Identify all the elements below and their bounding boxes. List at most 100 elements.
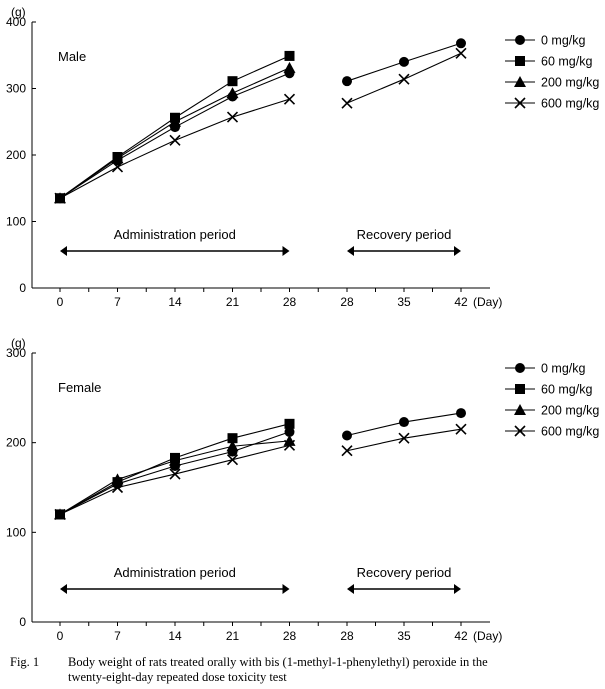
legend-label: 200 mg/kg (541, 404, 599, 418)
caption-line-2: twenty-eight-day repeated dose toxicity … (68, 670, 287, 684)
legend-marker-triangle-icon (514, 404, 526, 415)
legend-marker-circle-icon (515, 363, 525, 373)
legend-item: 0 mg/kg (505, 362, 586, 376)
series-600-mg-kg (54, 47, 467, 204)
legend-label: 200 mg/kg (541, 76, 599, 90)
chart-panel-male: 0 100 200 300 400(g) 0 7 14 21 28 28 35 42 (Day) Male A… (6, 5, 599, 309)
data-point-x (283, 439, 296, 451)
data-point-x (111, 161, 124, 173)
data-point-square (227, 433, 238, 444)
series-line-administration (59, 440, 290, 515)
x-tick-label: 28 (340, 295, 354, 309)
y-tick-label: 0 (19, 615, 26, 629)
legend-label: 60 mg/kg (541, 55, 592, 69)
data-point-circle (284, 426, 295, 437)
legend-marker-triangle-icon (514, 76, 526, 87)
period-label: Administration period (114, 227, 236, 242)
series-line-recovery (346, 428, 462, 452)
period-label: Recovery period (357, 565, 452, 580)
legend-label: 0 mg/kg (541, 362, 586, 376)
x-axis-label: (Day) (473, 629, 502, 643)
x-tick-label: 28 (283, 629, 297, 643)
data-point-x (455, 47, 467, 59)
y-tick-label: 100 (6, 525, 26, 539)
period-arrow (60, 584, 290, 594)
figure-caption: Fig. 1 Body weight of rats treated orally… (10, 655, 600, 685)
legend-marker-square-icon (515, 56, 525, 66)
x-tick-label: 0 (57, 295, 64, 309)
legend-marker-square-icon (515, 384, 525, 394)
data-point-circle (456, 38, 466, 49)
x-tick-label: 42 (454, 295, 468, 309)
legend-item: 0 mg/kg (505, 34, 586, 48)
x-tick-label: 42 (454, 629, 468, 643)
data-point-x (398, 432, 410, 444)
legend-item: 200 mg/kg (505, 404, 599, 418)
data-point-x (455, 423, 467, 435)
legend-label: 600 mg/kg (541, 97, 599, 111)
y-tick-label: 400 (6, 15, 26, 29)
panel-label: Male (58, 49, 86, 64)
x-tick-label: 35 (397, 295, 411, 309)
arrowhead-right-icon (454, 584, 461, 594)
y-unit-label: (g) (11, 336, 26, 350)
caption-line-1: Body weight of rats treated orally with … (68, 655, 488, 669)
x-tick-label: 21 (226, 295, 240, 309)
arrowhead-right-icon (282, 246, 290, 256)
series-200-mg-kg (54, 434, 296, 520)
x-tick-label: 28 (283, 295, 297, 309)
arrowhead-left-icon (60, 584, 67, 594)
y-tick-label: 300 (6, 82, 26, 96)
legend-item: 200 mg/kg (505, 76, 599, 90)
period-label: Recovery period (357, 227, 452, 242)
legend-item: 60 mg/kg (505, 55, 592, 69)
data-point-x (226, 454, 239, 466)
data-point-circle (399, 417, 409, 428)
data-point-circle (342, 430, 352, 441)
legend-marker-circle-icon (515, 35, 525, 45)
series-0-mg-kg (55, 38, 466, 204)
legend-item: 600 mg/kg (505, 97, 599, 111)
x-tick-label: 35 (397, 629, 411, 643)
data-point-triangle (169, 115, 181, 127)
legend-label: 0 mg/kg (541, 34, 586, 48)
data-point-x (54, 192, 66, 204)
legend-marker-x-icon (514, 97, 526, 109)
data-point-x (169, 468, 181, 480)
data-point-x (283, 93, 296, 105)
data-point-x (341, 97, 353, 109)
data-point-triangle (169, 454, 181, 466)
data-point-circle (342, 76, 352, 87)
arrowhead-left-icon (347, 584, 354, 594)
data-point-triangle (111, 152, 124, 164)
y-unit-label: (g) (11, 5, 26, 19)
legend-item: 600 mg/kg (505, 425, 599, 439)
y-tick-label: 300 (6, 346, 26, 360)
figure-label: Fig. 1 (10, 655, 40, 669)
x-axis-label: (Day) (473, 295, 502, 309)
period-arrow (347, 584, 461, 594)
arrowhead-right-icon (282, 584, 290, 594)
data-point-square (284, 418, 295, 429)
chart-panel-female: 0 100 200 300(g) 0 7 14 21 28 28 35 42 (Day) Female Ad… (6, 336, 599, 643)
legend: 0 mg/kg 60 mg/kg 200 mg/kg 600 mg/kg (505, 362, 599, 439)
x-tick-label: 7 (114, 295, 121, 309)
y-tick-label: 200 (6, 436, 26, 450)
x-tick-label: 0 (57, 629, 64, 643)
x-tick-label: 7 (114, 629, 121, 643)
data-point-triangle (283, 61, 296, 73)
data-point-x (398, 73, 410, 85)
data-point-square (284, 50, 295, 61)
legend: 0 mg/kg 60 mg/kg 200 mg/kg 600 mg/kg (505, 34, 599, 111)
data-point-triangle (226, 440, 239, 452)
period-arrow (60, 246, 290, 256)
data-point-x (54, 508, 66, 520)
data-point-circle (456, 408, 466, 419)
y-tick-label: 0 (19, 281, 26, 295)
period-arrow (347, 246, 461, 256)
x-tick-label: 28 (340, 629, 354, 643)
data-point-square (227, 76, 238, 87)
x-tick-label: 21 (226, 629, 240, 643)
series-600-mg-kg (54, 423, 467, 520)
legend-item: 60 mg/kg (505, 383, 592, 397)
